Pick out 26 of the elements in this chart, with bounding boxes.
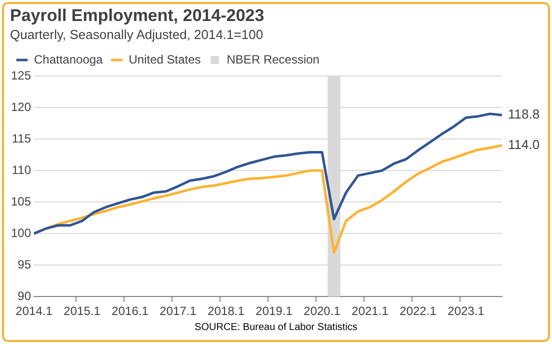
x-tick-label: 2022.1	[400, 304, 437, 318]
x-tick-label: 2021.1	[352, 304, 389, 318]
x-tick-label: 2017.1	[160, 304, 197, 318]
x-tick-label: 2019.1	[256, 304, 293, 318]
data-label: 114.0	[508, 136, 540, 152]
legend-label: NBER Recession	[226, 52, 320, 66]
data-label: 118.8	[508, 106, 540, 122]
x-tick-label: 2023.1	[448, 304, 485, 318]
chart-subtitle: Quarterly, Seasonally Adjusted, 2014.1=100	[10, 27, 264, 42]
x-tick-label: 2015.1	[64, 304, 101, 318]
x-tick-label: 2016.1	[112, 304, 149, 318]
y-tick-label: 105	[10, 194, 32, 208]
y-tick-label: 100	[10, 226, 32, 240]
y-tick-label: 95	[18, 257, 32, 272]
x-tick-label: 2020.1	[304, 304, 341, 318]
x-tick-label: 2018.1	[208, 304, 245, 318]
y-tick-label: 110	[12, 162, 32, 177]
y-tick-label: 120	[10, 100, 32, 114]
chart-title: Payroll Employment, 2014-2023	[10, 6, 264, 26]
source-note: SOURCE: Bureau of Labor Statistics	[194, 322, 358, 333]
legend-label: Chattanooga	[34, 52, 104, 66]
y-tick-label: 90	[18, 288, 32, 303]
x-tick-label: 2014.1	[16, 304, 53, 318]
y-tick-label: 125	[10, 68, 32, 82]
legend-label: United States	[128, 52, 201, 66]
y-tick-label: 115	[12, 131, 32, 146]
